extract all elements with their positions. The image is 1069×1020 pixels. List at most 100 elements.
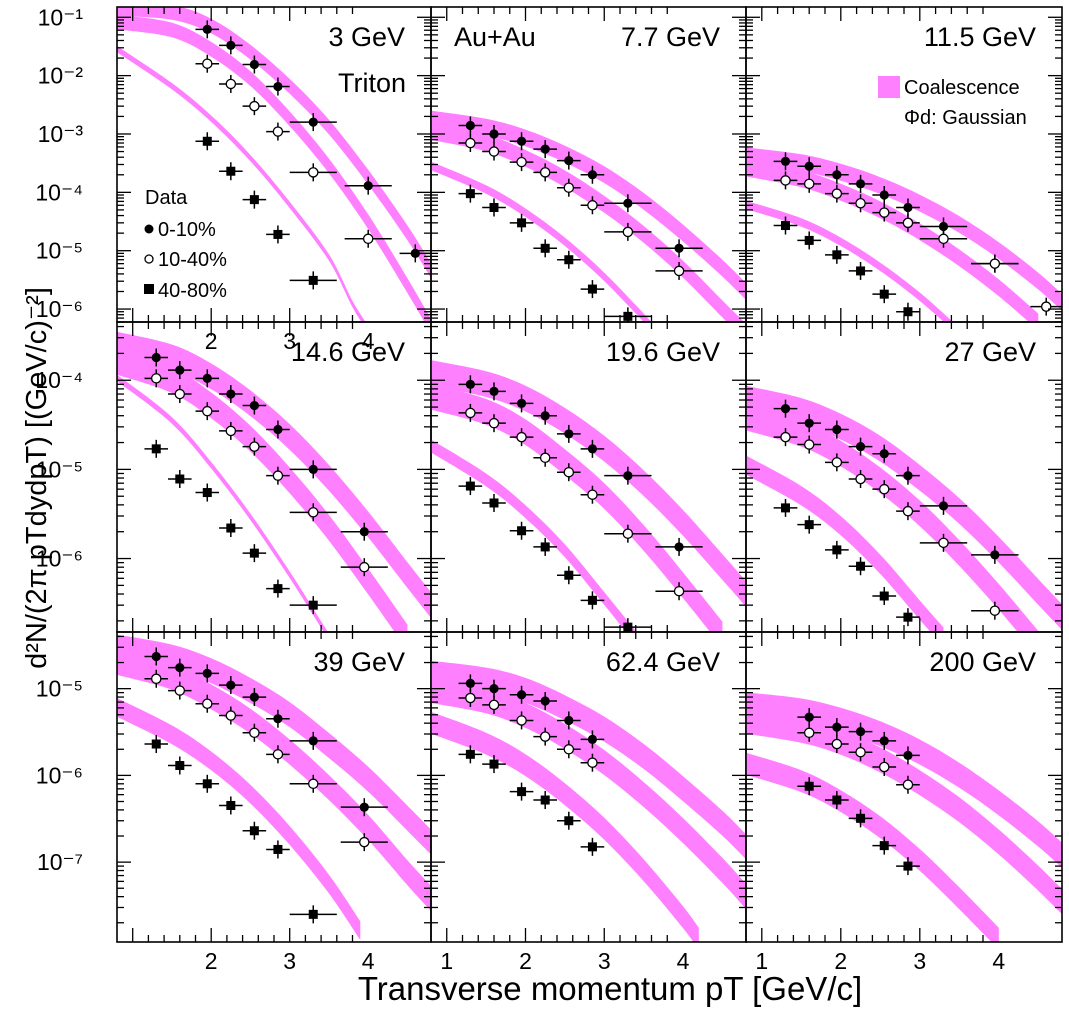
data-point-0-10 — [832, 722, 842, 732]
data-point-10-40 — [307, 167, 319, 178]
panel-27-gev: 27 GeV — [745, 321, 1063, 633]
panel-39-gev: 2 3 4 10⁻⁷ 10⁻⁶ 10⁻⁵ 39 GeV — [36, 631, 432, 974]
legend-label-40-80: 40-80% — [158, 280, 227, 302]
data-point-10-40 — [202, 58, 213, 69]
data-point-40-80 — [832, 795, 842, 805]
x-tick-label: 4 — [992, 948, 1005, 974]
legend-band-swatch — [878, 76, 900, 98]
panel-7-7-gev: 7.7 GeV — [430, 6, 747, 323]
data-point-10-40 — [587, 489, 598, 500]
data-point-0-10 — [623, 198, 633, 208]
data-point-10-40 — [225, 425, 237, 437]
y-tick-label: 10⁻³ — [38, 121, 84, 147]
data-point-0-10 — [990, 550, 1000, 560]
data-point-10-40 — [249, 727, 260, 739]
data-point-10-40 — [307, 778, 319, 790]
legend-label-10-40: 10-40% — [158, 249, 227, 271]
data-point-40-80 — [226, 166, 236, 176]
data-point-0-10 — [489, 684, 499, 694]
panels-layer: 2 3 4 10⁻⁶ 10⁻⁵ 10⁻⁴ 10⁻³ 10⁻² 10⁻¹ 3 GeV 7.7 GeV 1… — [35, 4, 1063, 974]
data-point-40-80 — [202, 136, 212, 146]
data-point-10-40 — [803, 178, 815, 190]
data-point-10-40 — [539, 167, 551, 178]
data-point-0-10 — [903, 471, 913, 481]
data-point-0-10 — [249, 400, 259, 411]
panel-62-4-gev: 1 2 3 4 62.4 GeV — [430, 631, 747, 974]
data-point-0-10 — [489, 386, 499, 396]
data-point-40-80 — [465, 481, 475, 491]
data-point-10-40 — [465, 407, 476, 419]
data-point-0-10 — [226, 389, 236, 399]
data-point-40-80 — [465, 749, 475, 759]
legend-data-title: Data — [145, 187, 188, 209]
data-point-40-80 — [781, 221, 790, 231]
data-point-0-10 — [540, 144, 550, 154]
data-point-10-40 — [272, 126, 284, 137]
data-point-40-80 — [517, 526, 527, 536]
data-point-40-80 — [832, 545, 842, 555]
legend-label-0-10: 0-10% — [158, 219, 216, 241]
data-point-0-10 — [273, 424, 283, 435]
data-point-0-10 — [780, 156, 791, 166]
model-band-40-80 — [431, 711, 699, 942]
x-tick-label: 4 — [677, 948, 690, 974]
data-point-10-40 — [465, 692, 476, 704]
legend-marker-40-80 — [144, 284, 154, 294]
data-point-10-40 — [272, 470, 284, 481]
model-band-10-40 — [431, 677, 746, 909]
data-point-0-10 — [540, 696, 550, 706]
data-point-10-40 — [938, 233, 949, 245]
y-tick-label: 10⁻⁵ — [36, 238, 83, 264]
data-point-10-40 — [902, 505, 914, 517]
data-point-10-40 — [902, 779, 914, 791]
data-point-0-10 — [249, 692, 259, 702]
data-point-0-10 — [903, 750, 913, 761]
data-point-40-80 — [903, 861, 913, 871]
x-tick-label: 2 — [834, 948, 847, 974]
plot-area-27-gev — [746, 385, 1062, 632]
panel-energy-label: 14.6 GeV — [291, 337, 405, 367]
y-tick-label: 10⁻⁴ — [35, 367, 83, 393]
data-point-10-40 — [622, 226, 634, 238]
data-point-40-80 — [879, 289, 889, 299]
data-point-10-40 — [516, 715, 527, 726]
data-point-0-10 — [363, 181, 373, 191]
data-point-40-80 — [903, 612, 913, 622]
data-point-0-10 — [879, 449, 889, 459]
panel-14-6-gev: 10⁻⁶ 10⁻⁵ 10⁻⁴ 14.6 GeV — [35, 321, 432, 633]
panel-3-gev: 2 3 4 10⁻⁶ 10⁻⁵ 10⁻⁴ 10⁻³ 10⁻² 10⁻¹ 3 GeV — [35, 4, 432, 354]
data-point-10-40 — [488, 417, 500, 429]
panel-200-gev: 1 2 3 4 200 GeV — [745, 631, 1063, 974]
data-point-0-10 — [202, 668, 212, 678]
data-point-0-10 — [151, 651, 161, 662]
data-point-10-40 — [989, 258, 1001, 269]
panel-energy-label: 62.4 GeV — [606, 647, 720, 677]
x-tick-label: 2 — [519, 948, 532, 974]
y-tick-label: 10⁻⁶ — [36, 546, 83, 572]
data-point-0-10 — [587, 444, 598, 454]
plot-area-11-5-gev — [746, 147, 1062, 322]
model-band-0-10 — [431, 660, 746, 860]
data-point-0-10 — [903, 202, 913, 213]
data-point-0-10 — [938, 221, 949, 232]
data-point-0-10 — [226, 680, 236, 690]
model-band-0-10 — [746, 692, 1062, 868]
data-point-0-10 — [564, 429, 574, 439]
data-point-10-40 — [803, 439, 815, 450]
y-tick-label: 10⁻² — [38, 63, 84, 89]
data-point-40-80 — [564, 570, 574, 580]
data-point-40-80 — [489, 498, 499, 508]
data-point-40-80 — [308, 275, 318, 285]
data-point-0-10 — [175, 365, 185, 375]
data-point-40-80 — [517, 218, 527, 228]
data-point-10-40 — [225, 710, 237, 721]
model-band-40-80 — [746, 752, 999, 942]
data-point-0-10 — [587, 170, 598, 180]
data-point-40-80 — [226, 800, 236, 810]
data-point-40-80 — [175, 761, 185, 771]
plot-area-200-gev — [746, 692, 1062, 942]
data-point-0-10 — [273, 714, 283, 724]
y-tick-label: 10⁻⁷ — [37, 849, 83, 875]
data-point-40-80 — [879, 591, 889, 601]
data-point-10-40 — [673, 585, 685, 597]
